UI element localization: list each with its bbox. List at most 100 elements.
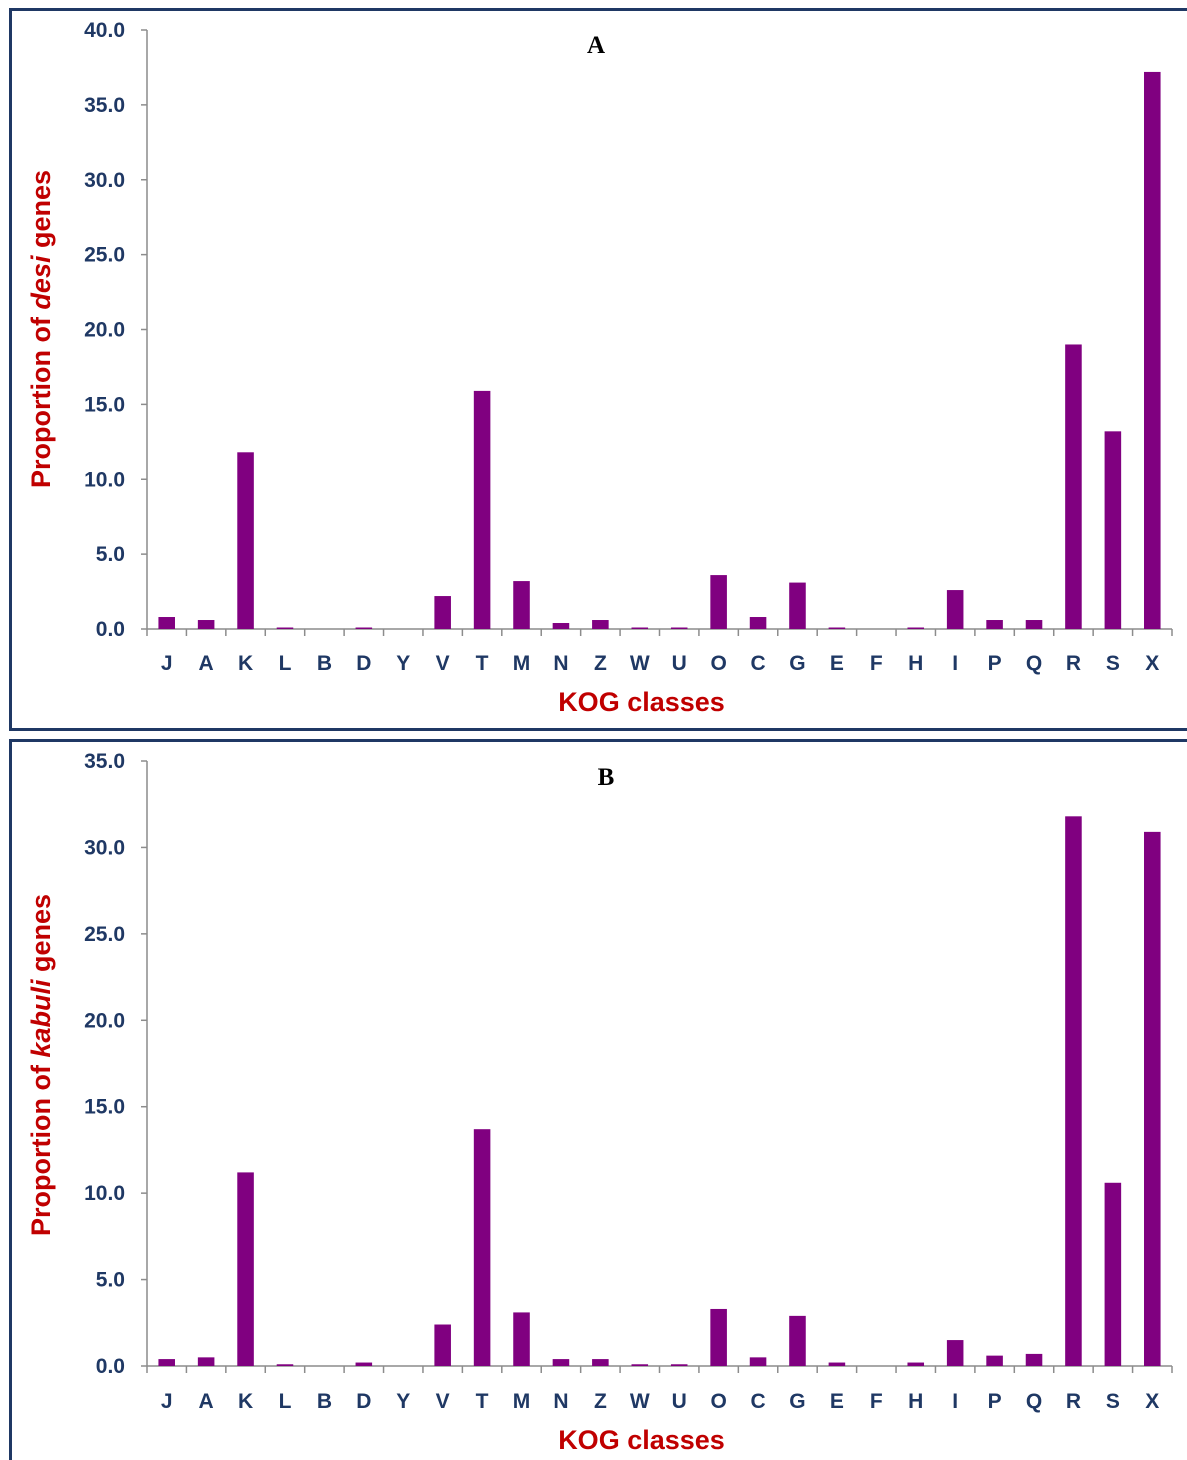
- x-axis-title: KOG classes: [558, 687, 725, 717]
- bar-o: [710, 575, 727, 629]
- y-axis-title-part: desi: [26, 255, 56, 310]
- x-tick-label-v: V: [436, 652, 450, 675]
- bar-h: [907, 627, 925, 629]
- x-tick-label-p: P: [988, 652, 1002, 675]
- panel-a-border: [9, 8, 1187, 731]
- bar-q: [1025, 620, 1043, 629]
- x-tick-label-i: I: [952, 1390, 958, 1413]
- y-tick-label: 35.0: [84, 94, 125, 117]
- y-tick-label: 0.0: [96, 618, 125, 641]
- bar-o: [710, 1308, 727, 1366]
- x-tick-label-p: P: [988, 1390, 1002, 1413]
- y-tick-label: 15.0: [84, 1096, 125, 1119]
- x-tick-label-o: O: [710, 652, 726, 675]
- x-tick-label-n: N: [553, 1390, 568, 1413]
- x-axis-title: KOG classes: [558, 1425, 725, 1455]
- x-tick-label-e: E: [830, 652, 844, 675]
- y-axis-title-part: genes: [26, 170, 56, 256]
- x-tick-label-c: C: [750, 1390, 765, 1413]
- x-tick-label-j: J: [161, 1390, 173, 1413]
- x-tick-label-v: V: [436, 1390, 450, 1413]
- bar-n: [552, 623, 570, 629]
- x-tick-label-j: J: [161, 652, 173, 675]
- bar-h: [907, 1362, 925, 1366]
- x-tick-label-q: Q: [1026, 652, 1042, 675]
- y-tick-label: 10.0: [84, 1182, 125, 1205]
- x-tick-label-g: G: [789, 1390, 805, 1413]
- x-tick-label-g: G: [789, 652, 805, 675]
- bar-i: [946, 1340, 964, 1366]
- x-tick-label-n: N: [553, 652, 568, 675]
- x-tick-label-f: F: [870, 1390, 883, 1413]
- x-tick-label-k: K: [238, 1390, 253, 1413]
- x-tick-label-a: A: [199, 652, 214, 675]
- x-tick-label-c: C: [750, 652, 765, 675]
- y-tick-label: 5.0: [96, 543, 125, 566]
- x-tick-label-i: I: [952, 652, 958, 675]
- y-axis-title-part: Proportion of: [26, 1058, 56, 1236]
- bar-m: [513, 1312, 530, 1366]
- y-axis-title: Proportion of kabuli genes: [26, 894, 56, 1236]
- bar-l: [276, 1364, 294, 1366]
- x-tick-label-s: S: [1106, 652, 1120, 675]
- x-tick-label-l: L: [279, 1390, 292, 1413]
- bar-e: [828, 1362, 846, 1366]
- y-tick-label: 20.0: [84, 1009, 125, 1032]
- chart-panel-a: 0.0 5.0 10.0 15.0 20.0 25.0 30.0 35.0 40.0 J A K L B D…: [9, 8, 1187, 731]
- bar-i: [946, 590, 964, 629]
- y-tick-label: 25.0: [84, 923, 125, 946]
- x-tick-label-s: S: [1106, 1390, 1120, 1413]
- x-tick-label-y: Y: [396, 652, 410, 675]
- x-tick-label-k: K: [238, 652, 253, 675]
- bar-r: [1065, 344, 1082, 629]
- bar-a: [197, 620, 215, 629]
- panel-title: A: [587, 32, 605, 59]
- bar-d: [355, 1362, 373, 1366]
- bar-z: [592, 1359, 609, 1366]
- bar-t: [473, 1129, 491, 1366]
- y-tick-label: 10.0: [84, 468, 125, 491]
- bar-g: [789, 1315, 806, 1366]
- x-tick-label-h: H: [908, 1390, 923, 1413]
- bar-x: [1144, 831, 1161, 1366]
- x-tick-label-m: M: [513, 1390, 531, 1413]
- bar-w: [631, 627, 649, 629]
- x-tick-label-t: T: [476, 1390, 489, 1413]
- bar-u: [670, 1364, 688, 1366]
- chart-a-svg: 0.0 5.0 10.0 15.0 20.0 25.0 30.0 35.0 40.0 J A K L B D…: [26, 19, 1173, 717]
- x-tick-label-y: Y: [396, 1390, 410, 1413]
- bar-c: [749, 617, 767, 629]
- x-tick-label-l: L: [279, 652, 292, 675]
- x-tick-label-h: H: [908, 652, 923, 675]
- x-tick-label-f: F: [870, 652, 883, 675]
- bar-j: [158, 617, 175, 629]
- y-tick-label: 35.0: [84, 750, 125, 773]
- bar-w: [631, 1364, 649, 1366]
- y-tick-label: 20.0: [84, 319, 125, 342]
- bar-g: [789, 582, 806, 629]
- x-tick-label-w: W: [630, 652, 650, 675]
- bar-v: [434, 596, 451, 629]
- bar-p: [986, 1355, 1003, 1366]
- x-tick-label-b: B: [317, 652, 332, 675]
- y-axis-title-part: Proportion of: [26, 310, 56, 488]
- bar-e: [828, 627, 846, 629]
- bar-v: [434, 1324, 451, 1366]
- bar-s: [1104, 1182, 1122, 1366]
- y-tick-label: 40.0: [84, 19, 125, 42]
- chart-b-svg: 0.0 5.0 10.0 15.0 20.0 25.0 30.0 35.0 J A K L B D Y V T M…: [26, 750, 1173, 1455]
- x-tick-label-d: D: [356, 652, 371, 675]
- y-tick-label: 30.0: [84, 169, 125, 192]
- x-tick-label-x: X: [1145, 1390, 1159, 1413]
- x-tick-label-t: T: [476, 652, 489, 675]
- x-tick-label-d: D: [356, 1390, 371, 1413]
- y-axis-title-part: genes: [26, 894, 56, 980]
- x-tick-label-r: R: [1066, 652, 1081, 675]
- bar-r: [1065, 816, 1082, 1366]
- x-tick-label-u: U: [672, 1390, 687, 1413]
- chart-panel-b: 0.0 5.0 10.0 15.0 20.0 25.0 30.0 35.0 J A K L B D Y V T M…: [0, 735, 1187, 1460]
- bar-k: [237, 1172, 254, 1366]
- y-tick-label: 0.0: [96, 1355, 125, 1378]
- bar-q: [1025, 1353, 1043, 1366]
- bar-m: [513, 581, 530, 629]
